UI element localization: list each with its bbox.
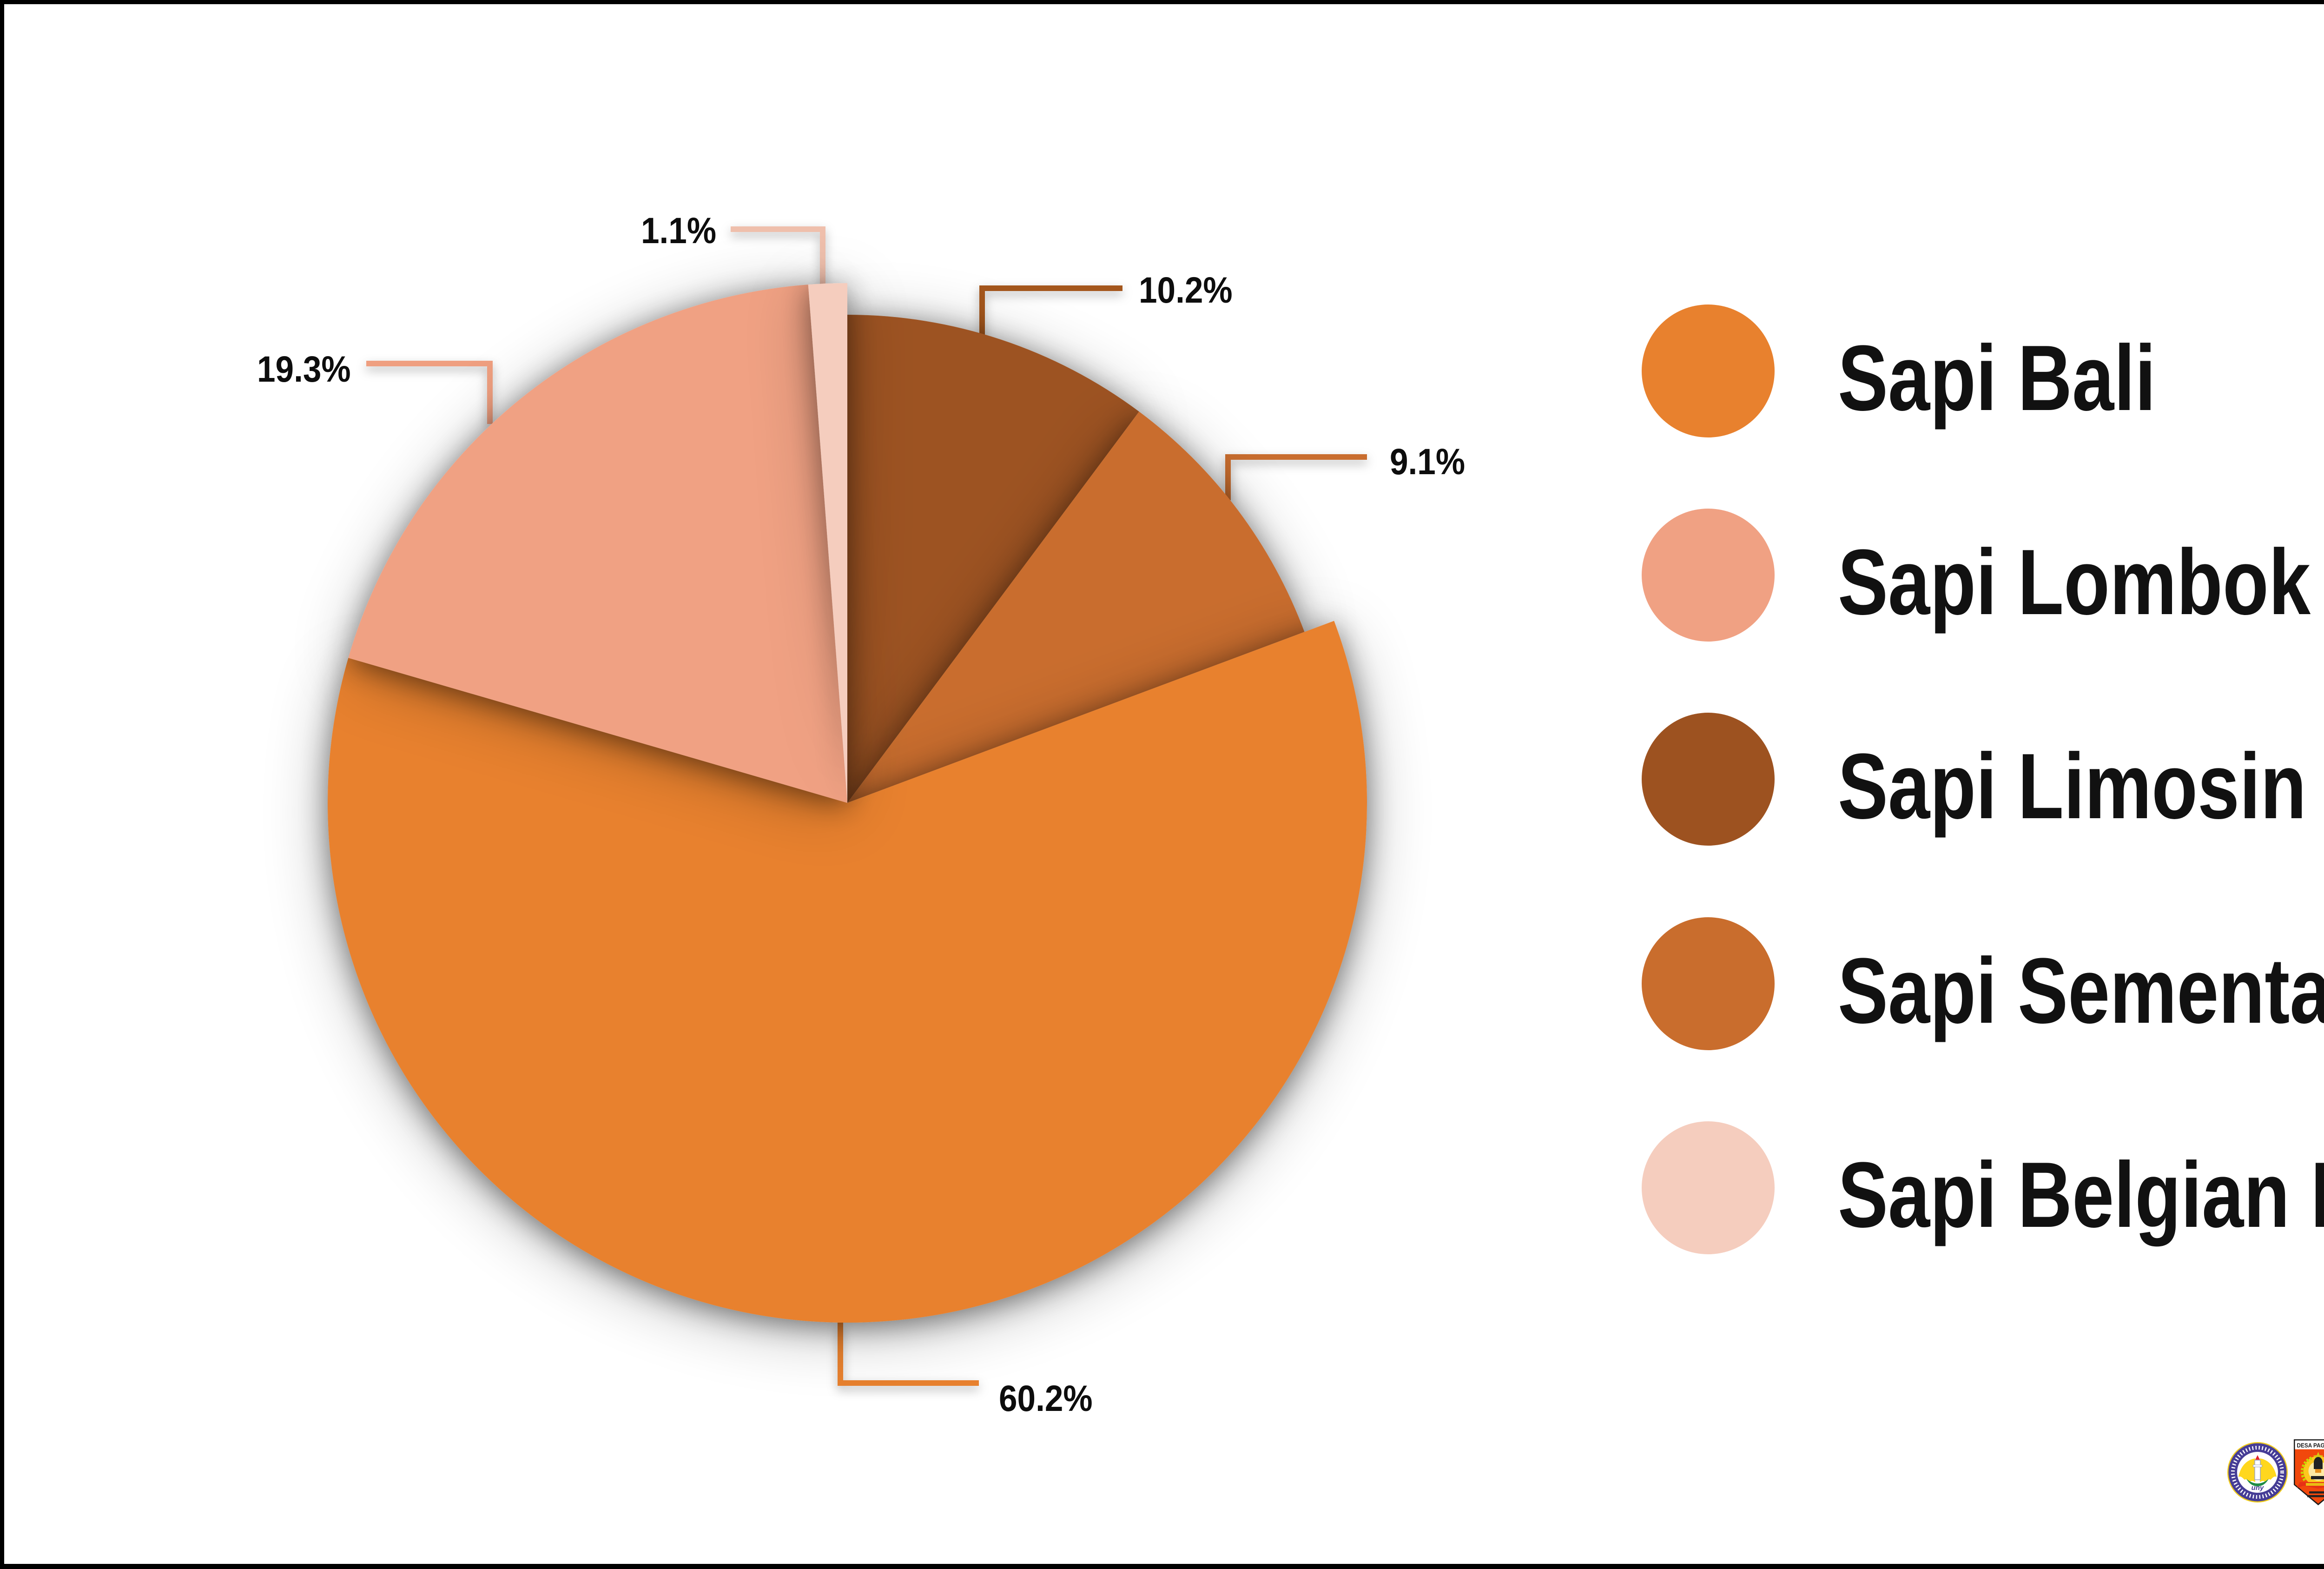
- svg-text:Sapi Semental: Sapi Semental: [1838, 939, 2324, 1043]
- svg-text:DESA PAGUTAN: DESA PAGUTAN: [2297, 1442, 2324, 1449]
- svg-text:Sapi Belgian Blue: Sapi Belgian Blue: [1838, 1143, 2324, 1247]
- svg-text:uny: uny: [2251, 1484, 2264, 1492]
- svg-text:60.2%: 60.2%: [999, 1378, 1093, 1419]
- svg-text:Sapi Lombok: Sapi Lombok: [1838, 530, 2311, 634]
- svg-text:9.1%: 9.1%: [1390, 441, 1465, 482]
- svg-text:1.1%: 1.1%: [641, 210, 716, 251]
- svg-text:Sapi Limosin: Sapi Limosin: [1838, 734, 2306, 838]
- svg-text:19.3%: 19.3%: [257, 349, 351, 390]
- svg-text:10.2%: 10.2%: [1139, 270, 1233, 311]
- svg-text:Sapi Bali: Sapi Bali: [1838, 326, 2156, 430]
